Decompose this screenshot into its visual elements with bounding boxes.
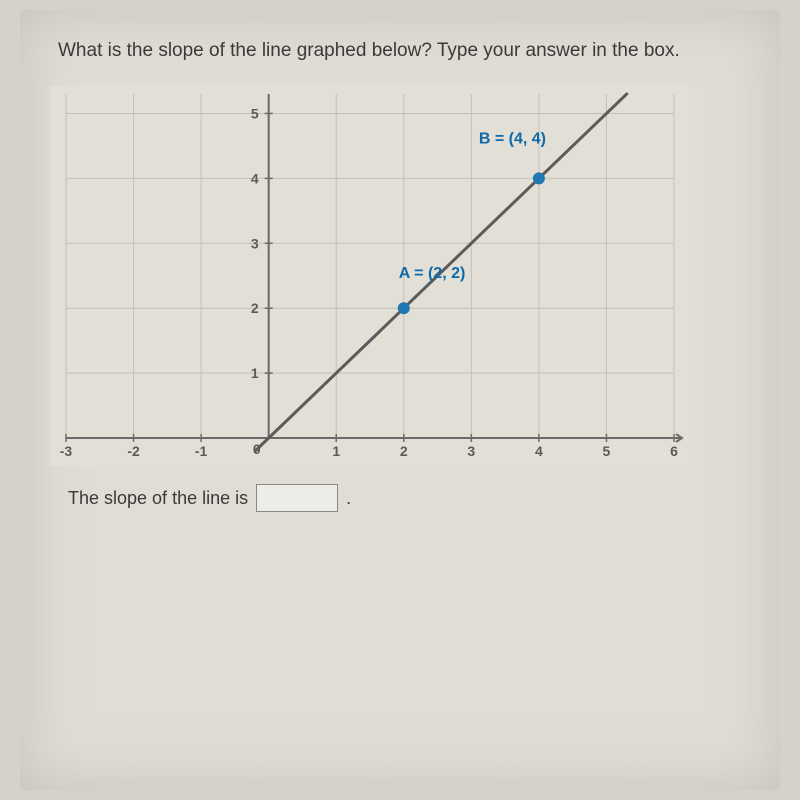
svg-text:1: 1 — [251, 365, 259, 381]
slope-chart: -3-2-1123456012345A = (2, 2)B = (4, 4) — [50, 86, 690, 466]
svg-text:6: 6 — [670, 443, 678, 459]
svg-text:3: 3 — [467, 443, 475, 459]
question-text: What is the slope of the line graphed be… — [58, 40, 750, 62]
svg-text:-2: -2 — [127, 443, 140, 459]
answer-prefix: The slope of the line is — [68, 488, 248, 509]
svg-text:4: 4 — [251, 170, 259, 186]
svg-text:4: 4 — [535, 443, 543, 459]
svg-text:A = (2, 2): A = (2, 2) — [399, 265, 466, 282]
svg-text:3: 3 — [251, 235, 259, 251]
slope-answer-input[interactable] — [256, 484, 338, 512]
svg-text:B = (4, 4): B = (4, 4) — [479, 130, 546, 147]
svg-text:5: 5 — [251, 105, 259, 121]
svg-text:-3: -3 — [60, 443, 73, 459]
svg-text:2: 2 — [400, 443, 408, 459]
svg-text:2: 2 — [251, 300, 259, 316]
answer-suffix: . — [346, 488, 351, 509]
svg-text:-1: -1 — [195, 443, 208, 459]
svg-text:5: 5 — [603, 443, 611, 459]
svg-text:1: 1 — [332, 443, 340, 459]
